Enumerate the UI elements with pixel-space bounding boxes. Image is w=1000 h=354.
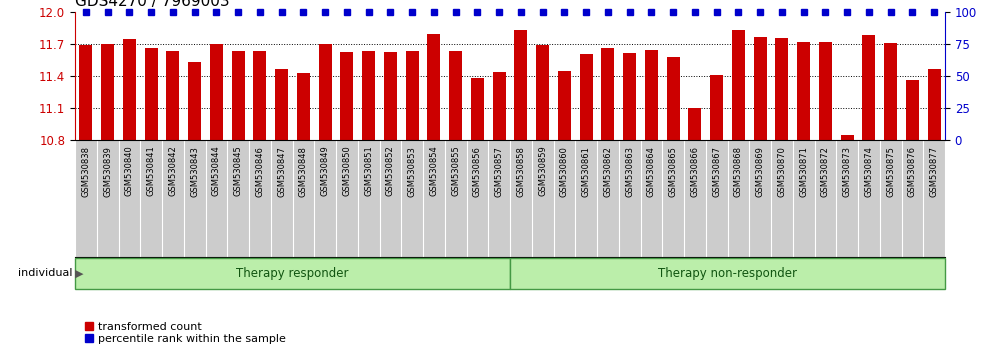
Text: GSM530855: GSM530855 <box>451 146 460 196</box>
Text: individual: individual <box>18 268 73 279</box>
Text: GSM530865: GSM530865 <box>669 146 678 196</box>
FancyBboxPatch shape <box>510 258 945 289</box>
Text: GSM530864: GSM530864 <box>647 146 656 196</box>
Bar <box>79 45 92 140</box>
Text: GSM530841: GSM530841 <box>147 146 156 196</box>
Bar <box>928 69 941 140</box>
Text: GSM530854: GSM530854 <box>429 146 438 196</box>
Bar <box>536 45 549 140</box>
Text: GSM530847: GSM530847 <box>277 146 286 196</box>
Text: GSM530872: GSM530872 <box>821 146 830 196</box>
Text: GSM530866: GSM530866 <box>690 146 699 197</box>
Bar <box>754 37 767 140</box>
Bar <box>623 53 636 140</box>
Bar <box>319 44 332 140</box>
Bar <box>645 50 658 140</box>
Bar <box>732 30 745 140</box>
Text: GSM530843: GSM530843 <box>190 146 199 196</box>
Text: GSM530845: GSM530845 <box>234 146 243 196</box>
Text: GSM530853: GSM530853 <box>408 146 417 196</box>
Text: Therapy non-responder: Therapy non-responder <box>658 267 797 280</box>
Bar <box>688 108 701 140</box>
Bar <box>232 51 245 140</box>
Bar <box>558 71 571 140</box>
Bar <box>340 52 353 140</box>
Bar <box>449 51 462 140</box>
Text: GSM530858: GSM530858 <box>516 146 525 196</box>
Text: GSM530877: GSM530877 <box>930 146 939 197</box>
Text: GSM530842: GSM530842 <box>168 146 177 196</box>
Bar <box>101 44 114 140</box>
Text: GSM530871: GSM530871 <box>799 146 808 196</box>
Text: GSM530869: GSM530869 <box>756 146 765 196</box>
Text: GSM530867: GSM530867 <box>712 146 721 197</box>
Text: GSM530849: GSM530849 <box>321 146 330 196</box>
Bar <box>862 35 875 140</box>
Bar <box>906 80 919 140</box>
Text: GSM530860: GSM530860 <box>560 146 569 196</box>
Text: GSM530846: GSM530846 <box>255 146 264 196</box>
Text: GSM530874: GSM530874 <box>864 146 873 196</box>
Text: GSM530863: GSM530863 <box>625 146 634 197</box>
Bar <box>471 78 484 140</box>
Bar <box>775 38 788 140</box>
Bar <box>819 42 832 140</box>
Text: GSM530859: GSM530859 <box>538 146 547 196</box>
Bar <box>406 51 419 140</box>
Bar <box>710 75 723 140</box>
Text: GSM530870: GSM530870 <box>777 146 786 196</box>
Bar <box>384 52 397 140</box>
Text: GSM530839: GSM530839 <box>103 146 112 196</box>
Text: GSM530851: GSM530851 <box>364 146 373 196</box>
Text: GSM530856: GSM530856 <box>473 146 482 196</box>
Text: ▶: ▶ <box>75 268 84 279</box>
Text: GSM530840: GSM530840 <box>125 146 134 196</box>
Text: GSM530875: GSM530875 <box>886 146 895 196</box>
Text: Therapy responder: Therapy responder <box>236 267 349 280</box>
Bar <box>253 51 266 140</box>
Bar <box>188 62 201 140</box>
Bar <box>275 69 288 140</box>
Text: GSM530852: GSM530852 <box>386 146 395 196</box>
Bar <box>797 42 810 140</box>
Bar <box>884 43 897 140</box>
Bar <box>601 48 614 140</box>
Text: GSM530838: GSM530838 <box>81 146 90 197</box>
Bar <box>297 73 310 140</box>
Bar <box>667 57 680 140</box>
Text: GSM530873: GSM530873 <box>843 146 852 197</box>
Bar <box>362 51 375 140</box>
Bar <box>493 72 506 140</box>
Bar <box>123 39 136 140</box>
Bar <box>210 44 223 140</box>
Bar <box>514 30 527 140</box>
Bar <box>166 51 179 140</box>
Text: GDS4270 / 7969003: GDS4270 / 7969003 <box>75 0 230 9</box>
FancyBboxPatch shape <box>75 258 510 289</box>
Text: GSM530861: GSM530861 <box>582 146 591 196</box>
Bar <box>427 34 440 140</box>
Text: GSM530850: GSM530850 <box>342 146 351 196</box>
Text: GSM530876: GSM530876 <box>908 146 917 197</box>
Bar <box>580 54 593 140</box>
Text: GSM530848: GSM530848 <box>299 146 308 196</box>
Bar <box>145 48 158 140</box>
Text: GSM530844: GSM530844 <box>212 146 221 196</box>
Legend: transformed count, percentile rank within the sample: transformed count, percentile rank withi… <box>81 318 291 348</box>
Text: GSM530857: GSM530857 <box>495 146 504 196</box>
Text: GSM530868: GSM530868 <box>734 146 743 197</box>
Bar <box>841 135 854 140</box>
Text: GSM530862: GSM530862 <box>603 146 612 196</box>
